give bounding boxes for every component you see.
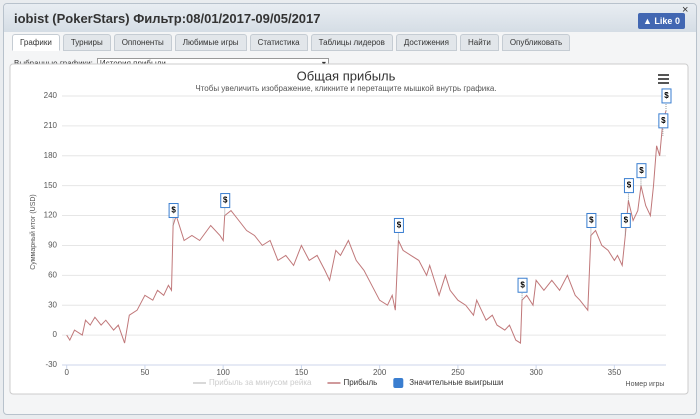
flag-label: $ (624, 216, 629, 225)
x-axis-title: Номер игры (626, 381, 665, 388)
tab[interactable]: Оппоненты (113, 34, 172, 51)
tab[interactable]: Графики (12, 34, 60, 51)
flag-label: $ (397, 221, 402, 230)
tab[interactable]: Турниры (62, 34, 111, 51)
flag (661, 88, 672, 104)
tab[interactable]: Таблицы лидеров (310, 34, 393, 51)
flag (168, 203, 179, 219)
flag-label: $ (627, 181, 632, 190)
like-count: 0 (674, 16, 680, 26)
flag (620, 212, 631, 228)
tab[interactable]: Опубликовать (501, 34, 571, 51)
big-win-flag: $ (220, 193, 231, 216)
legend-label: Прибыль за минусом рейка (209, 378, 312, 387)
tab[interactable]: Найти (459, 34, 499, 51)
tab[interactable]: Статистика (249, 34, 308, 51)
flag (517, 277, 528, 293)
legend-label: Прибыль (343, 378, 377, 387)
big-win-flag: $ (661, 88, 672, 111)
flag (636, 163, 647, 179)
x-tick-label: 50 (140, 368, 149, 377)
flag (393, 217, 404, 233)
y-tick-label: -30 (45, 360, 57, 369)
big-win-flag: $ (658, 113, 669, 136)
y-tick-label: 60 (48, 270, 57, 279)
title-bar: iobist (PokerStars) Фильтр:08/01/2017-09… (4, 4, 696, 32)
x-tick-label: 350 (608, 368, 622, 377)
flag (658, 113, 669, 129)
flag-label: $ (171, 206, 176, 215)
big-win-flag: $ (636, 163, 647, 186)
flag (623, 178, 634, 194)
big-win-flag: $ (586, 212, 597, 236)
big-win-flag: $ (623, 178, 634, 201)
flag-label: $ (223, 196, 228, 205)
tab[interactable]: Любимые игры (174, 34, 247, 51)
chart-title: Общая прибыль (297, 68, 396, 83)
tab-bar: Графики Турниры Оппоненты Любимые игры Стати… (12, 34, 571, 51)
y-tick-label: 120 (44, 211, 58, 220)
chart-subtitle: Чтобы увеличить изображение, кликните и … (195, 84, 496, 93)
y-tick-label: 180 (44, 151, 58, 160)
y-tick-label: 240 (44, 91, 58, 100)
y-tick-label: 30 (48, 300, 57, 309)
x-tick-label: 0 (64, 368, 69, 377)
like-button[interactable]: ▲ Like 0 (638, 13, 685, 29)
y-tick-label: 90 (48, 241, 57, 250)
y-tick-label: 150 (44, 181, 58, 190)
big-win-flag: $ (620, 212, 631, 236)
window-title: iobist (PokerStars) Фильтр:08/01/2017-09… (14, 11, 321, 26)
flag-label: $ (589, 216, 594, 225)
flag-label: $ (520, 280, 525, 289)
menu-icon[interactable] (658, 74, 669, 84)
flag-label: $ (661, 116, 666, 125)
flag (586, 212, 597, 228)
y-tick-label: 0 (53, 330, 58, 339)
flag-label: $ (664, 91, 669, 100)
legend-label: Значительные выигрыши (409, 378, 503, 387)
close-button[interactable]: × (682, 4, 689, 16)
flag-label: $ (639, 166, 644, 175)
big-win-flag: $ (517, 277, 528, 301)
x-tick-label: 300 (529, 368, 543, 377)
y-axis-title: Суммарный итог (USD) (29, 194, 37, 270)
x-tick-label: 100 (216, 368, 230, 377)
like-label: Like (654, 16, 673, 26)
profit-line (66, 110, 667, 344)
y-tick-label: 210 (44, 121, 58, 130)
tab[interactable]: Достижения (395, 34, 457, 51)
x-tick-label: 200 (373, 368, 387, 377)
flag (220, 193, 231, 209)
legend-symbol (393, 378, 404, 388)
x-tick-label: 250 (451, 368, 465, 377)
big-win-flag: $ (168, 203, 179, 226)
big-win-flag: $ (393, 217, 404, 241)
x-tick-label: 150 (295, 368, 309, 377)
